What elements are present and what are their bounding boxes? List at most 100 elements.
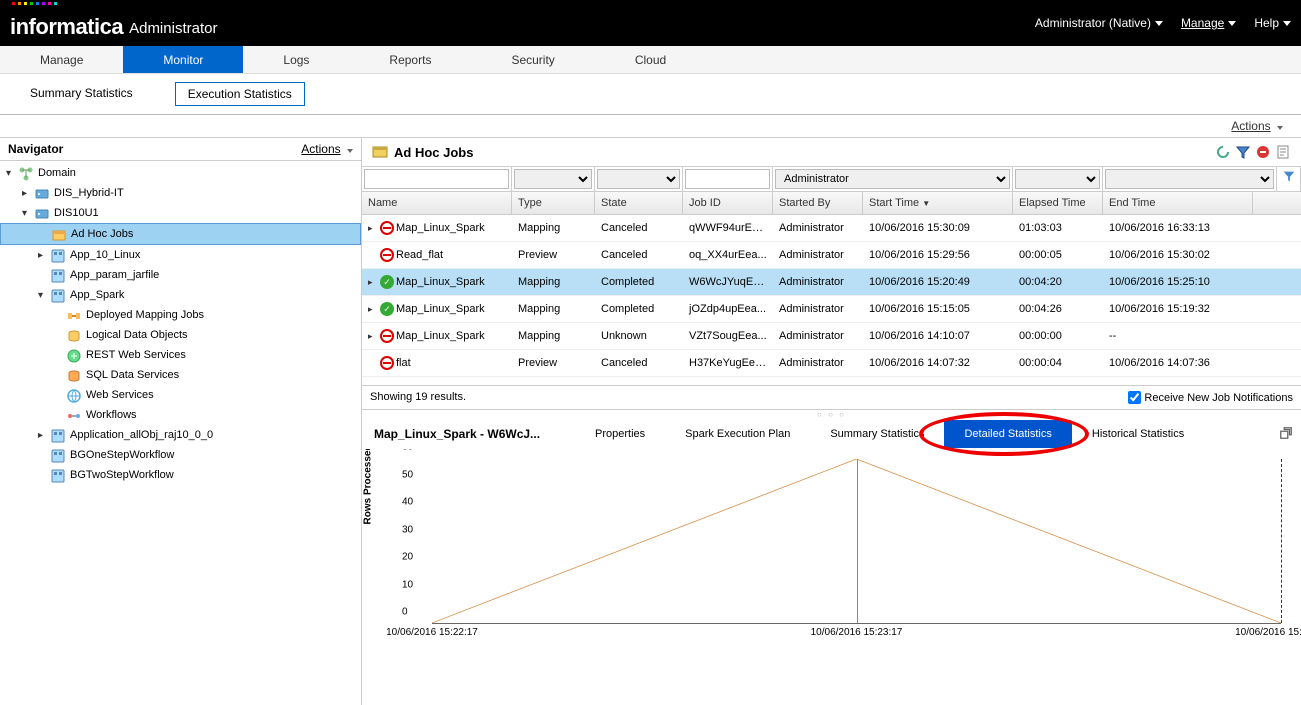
notifications-checkbox[interactable] — [1128, 391, 1141, 404]
panel-header: Ad Hoc Jobs — [362, 138, 1301, 167]
splitter-handle[interactable]: ○ ○ ○ — [362, 410, 1301, 419]
tree-item-label: SQL Data Services — [86, 369, 179, 381]
tree-item-label: DIS_Hybrid-IT — [54, 187, 124, 199]
export-icon[interactable] — [1275, 144, 1291, 160]
cell-name: Map_Linux_Spark — [396, 303, 485, 315]
sub-tab-execution-statistics[interactable]: Execution Statistics — [175, 82, 305, 106]
col-header-elapsed[interactable]: Elapsed Time — [1013, 192, 1103, 214]
tree-item-rest-web-services[interactable]: REST Web Services — [0, 345, 361, 365]
tree-expander-icon[interactable]: ▾ — [38, 290, 50, 301]
cell-elapsed: 00:00:05 — [1013, 243, 1103, 267]
chart-gridline — [857, 459, 858, 623]
filter-startedby-select[interactable]: Administrator — [775, 169, 1010, 189]
tree-item-bgonestepworkflow[interactable]: BGOneStepWorkflow — [0, 445, 361, 465]
filter-elapsed-select[interactable] — [1015, 169, 1100, 189]
row-expander-icon[interactable]: ▸ — [368, 331, 378, 342]
main-tab-manage[interactable]: Manage — [0, 46, 123, 73]
tree-item-label: DIS10U1 — [54, 207, 99, 219]
tree-expander-icon[interactable]: ▸ — [38, 430, 50, 441]
tree-item-app-10-linux[interactable]: ▸App_10_Linux — [0, 245, 361, 265]
tree-item-domain[interactable]: ▾Domain — [0, 163, 361, 183]
main-tab-logs[interactable]: Logs — [243, 46, 349, 73]
grid-body[interactable]: ▸Map_Linux_SparkMappingCanceledqWWF94urE… — [362, 215, 1301, 385]
cell-type: Mapping — [512, 216, 595, 240]
filter-endtime-select[interactable] — [1105, 169, 1274, 189]
tree-item-ad-hoc-jobs[interactable]: Ad Hoc Jobs — [0, 223, 361, 245]
content-area: Navigator Actions ▾Domain▸DIS_Hybrid-IT▾… — [0, 138, 1301, 705]
cell-startedby: Administrator — [773, 297, 863, 321]
cell-name: flat — [396, 357, 411, 369]
filter-type-select[interactable] — [514, 169, 592, 189]
tree-wf-icon — [66, 408, 82, 422]
grid-header: Name Type State Job ID Started By Start … — [362, 192, 1301, 215]
row-expander-icon[interactable]: ▸ — [368, 223, 378, 234]
detail-tab-detailed-statistics[interactable]: Detailed Statistics — [944, 420, 1071, 448]
col-header-startedby[interactable]: Started By — [773, 192, 863, 214]
main-tab-security[interactable]: Security — [471, 46, 594, 73]
sub-tab-summary-statistics[interactable]: Summary Statistics — [18, 82, 145, 106]
table-row[interactable]: ▸Map_Linux_SparkMappingCompletedjOZdp4up… — [362, 296, 1301, 323]
tree-item-app-spark[interactable]: ▾App_Spark — [0, 285, 361, 305]
table-row[interactable]: ▸Map_Linux_SparkMappingCompletedW6WcJYuq… — [362, 269, 1301, 296]
tree-item-app-param-jarfile[interactable]: App_param_jarfile — [0, 265, 361, 285]
tree-item-workflows[interactable]: Workflows — [0, 405, 361, 425]
manage-menu[interactable]: Manage — [1181, 16, 1236, 30]
cell-startedby: Administrator — [773, 216, 863, 240]
chart-ytick: 50 — [402, 469, 413, 480]
tree-item-dis10u1[interactable]: ▾ DIS10U1 — [0, 203, 361, 223]
tree-item-web-services[interactable]: Web Services — [0, 385, 361, 405]
filter-state-select[interactable] — [597, 169, 680, 189]
tree-expander-icon[interactable]: ▾ — [22, 208, 34, 219]
tree-item-sql-data-services[interactable]: SQL Data Services — [0, 365, 361, 385]
tree-expander-icon[interactable]: ▸ — [38, 250, 50, 261]
tree-map-icon — [66, 308, 82, 322]
notifications-toggle[interactable]: Receive New Job Notifications — [1128, 391, 1293, 404]
user-menu[interactable]: Administrator (Native) — [1035, 16, 1163, 30]
cell-state: Completed — [595, 270, 683, 294]
detach-icon[interactable] — [1279, 426, 1293, 443]
tree-item-dis-hybrid-it[interactable]: ▸ DIS_Hybrid-IT — [0, 183, 361, 203]
tree-item-deployed-mapping-jobs[interactable]: Deployed Mapping Jobs — [0, 305, 361, 325]
col-header-starttime[interactable]: Start Time ▼ — [863, 192, 1013, 214]
main-tab-cloud[interactable]: Cloud — [595, 46, 706, 73]
table-row[interactable]: ▸Map_Linux_SparkMappingCanceledqWWF94urE… — [362, 215, 1301, 242]
refresh-icon[interactable] — [1215, 144, 1231, 160]
tree-item-application-allobj-raj10-0-0[interactable]: ▸Application_allObj_raj10_0_0 — [0, 425, 361, 445]
navigator-actions[interactable]: Actions — [301, 142, 353, 156]
cell-startedby: Administrator — [773, 324, 863, 348]
cell-type: Preview — [512, 351, 595, 375]
detail-tab-historical-statistics[interactable]: Historical Statistics — [1072, 420, 1204, 448]
tree-expander-icon[interactable]: ▾ — [6, 168, 18, 179]
row-expander-icon[interactable]: ▸ — [368, 277, 378, 288]
detail-tab-summary-statistics[interactable]: Summary Statistics — [810, 420, 944, 448]
main-tab-monitor[interactable]: Monitor — [123, 46, 243, 73]
table-row[interactable]: ▸Map_Linux_SparkMappingUnknownVZt7SougEe… — [362, 323, 1301, 350]
stop-icon[interactable] — [1255, 144, 1271, 160]
filter-jobid-input[interactable] — [685, 169, 770, 189]
help-menu[interactable]: Help — [1254, 16, 1291, 30]
col-header-type[interactable]: Type — [512, 192, 595, 214]
main-tab-reports[interactable]: Reports — [349, 46, 471, 73]
tree-item-label: Logical Data Objects — [86, 329, 188, 341]
chart-ytick: 20 — [402, 552, 413, 563]
detail-tab-spark-execution-plan[interactable]: Spark Execution Plan — [665, 420, 810, 448]
logo-subtitle: Administrator — [129, 20, 217, 37]
tree-item-logical-data-objects[interactable]: Logical Data Objects — [0, 325, 361, 345]
tree-item-label: Ad Hoc Jobs — [71, 228, 133, 240]
filter-icon[interactable] — [1235, 144, 1251, 160]
table-row[interactable]: flatPreviewCanceledH37KeYugEea...Adminis… — [362, 350, 1301, 377]
cell-endtime: -- — [1103, 324, 1253, 348]
filter-apply-icon[interactable] — [1282, 174, 1296, 186]
col-header-state[interactable]: State — [595, 192, 683, 214]
tree-expander-icon[interactable]: ▸ — [22, 188, 34, 199]
actions-menu[interactable]: Actions — [1231, 119, 1270, 133]
main-panel: Ad Hoc Jobs Administrator Name Type Stat… — [362, 138, 1301, 705]
table-row[interactable]: Read_flatPreviewCanceledoq_XX4urEea...Ad… — [362, 242, 1301, 269]
detail-tab-properties[interactable]: Properties — [575, 420, 665, 448]
filter-name-input[interactable] — [364, 169, 509, 189]
col-header-jobid[interactable]: Job ID — [683, 192, 773, 214]
col-header-endtime[interactable]: End Time — [1103, 192, 1253, 214]
tree-item-bgtwostepworkflow[interactable]: BGTwoStepWorkflow — [0, 465, 361, 485]
col-header-name[interactable]: Name — [362, 192, 512, 214]
row-expander-icon[interactable]: ▸ — [368, 304, 378, 315]
